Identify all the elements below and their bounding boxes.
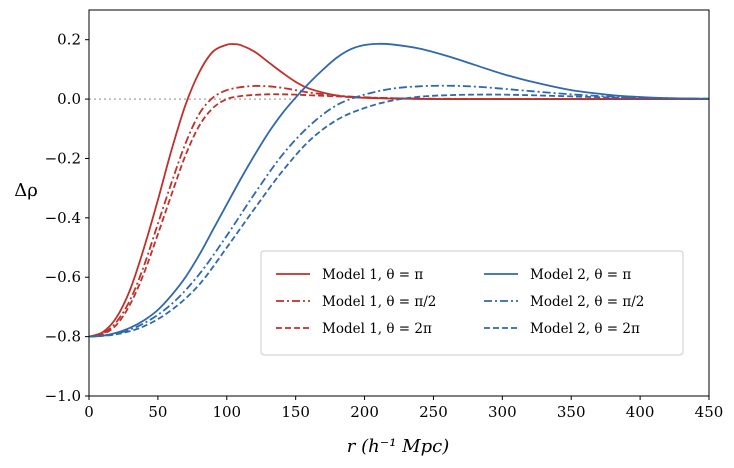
series-group — [88, 42, 710, 338]
legend-label-2: Model 1, θ = π/2 — [322, 294, 436, 310]
y-tick-label: −1.0 — [45, 387, 81, 405]
x-tick-label: 100 — [212, 403, 241, 421]
legend: Model 1, θ = π Model 1, θ = π/2 Model 1, θ… — [260, 250, 684, 356]
x-tick-label: 0 — [84, 403, 94, 421]
x-tick-label: 50 — [148, 403, 167, 421]
y-axis-label: Δρ — [14, 180, 38, 201]
legend-label-4: Model 2, θ = π — [530, 267, 631, 283]
y-tick-label: −0.4 — [45, 209, 81, 227]
series-line-5 — [88, 84, 710, 338]
x-tick-label: 200 — [350, 403, 379, 421]
y-tick-label: 0.0 — [57, 90, 81, 108]
x-axis-label: r (h⁻¹ Mpc) — [347, 436, 449, 457]
legend-label-1: Model 1, θ = π — [322, 267, 423, 283]
legend-label-3: Model 1, θ = 2π — [322, 321, 432, 337]
plot-area — [88, 9, 710, 397]
plot-frame — [88, 9, 710, 397]
legend-label-6: Model 2, θ = 2π — [530, 321, 640, 337]
legend-box — [260, 250, 684, 356]
y-tick-label: −0.2 — [45, 149, 81, 167]
x-tick-label: 150 — [281, 403, 310, 421]
x-tick-label: 350 — [557, 403, 586, 421]
y-axis: −1.0 −0.8 −0.6 −0.4 −0.2 0.0 0.2 — [45, 31, 89, 405]
y-tick-label: −0.6 — [45, 268, 81, 286]
x-tick-label: 400 — [626, 403, 655, 421]
legend-label-5: Model 2, θ = π/2 — [530, 294, 644, 310]
series-line-3 — [88, 93, 709, 338]
x-tick-label: 450 — [695, 403, 724, 421]
x-tick-label: 250 — [419, 403, 448, 421]
y-tick-label: −0.8 — [45, 328, 81, 346]
y-tick-label: 0.2 — [57, 31, 81, 49]
series-line-4 — [88, 42, 710, 338]
x-axis: 0 50 100 150 200 250 300 350 400 450 — [84, 396, 723, 421]
x-tick-label: 300 — [488, 403, 517, 421]
